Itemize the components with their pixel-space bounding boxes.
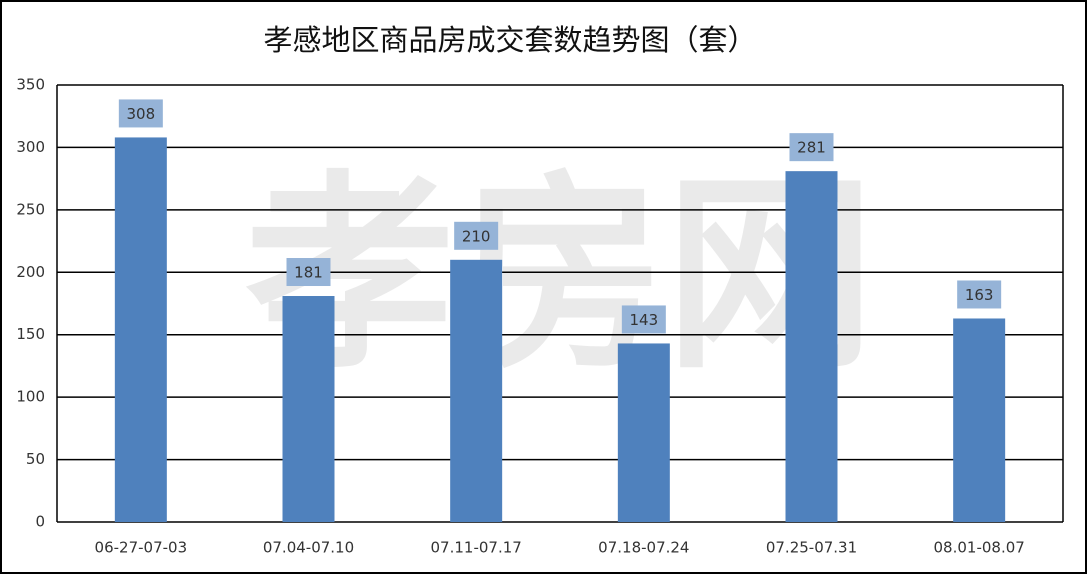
y-tick-label: 150 bbox=[16, 325, 45, 343]
x-tick-label: 06-27-07-03 bbox=[95, 539, 188, 557]
x-tick-label: 07.04-07.10 bbox=[263, 539, 354, 557]
x-tick-label: 07.25-07.31 bbox=[766, 539, 857, 557]
value-label: 181 bbox=[294, 264, 323, 282]
y-tick-label: 300 bbox=[16, 138, 45, 156]
y-tick-label: 0 bbox=[35, 513, 45, 531]
value-label: 143 bbox=[630, 311, 659, 329]
value-label: 163 bbox=[965, 286, 994, 304]
bar bbox=[617, 343, 670, 522]
value-label: 281 bbox=[797, 139, 826, 157]
bar bbox=[450, 259, 503, 522]
bar bbox=[282, 296, 335, 522]
y-tick-label: 50 bbox=[26, 450, 45, 468]
watermark: 孝房网 bbox=[245, 153, 875, 398]
value-label-box bbox=[118, 99, 163, 128]
bar bbox=[785, 171, 838, 522]
value-label-box bbox=[957, 280, 1002, 309]
y-tick-label: 250 bbox=[16, 200, 45, 218]
value-label: 210 bbox=[462, 227, 491, 245]
y-tick-label: 100 bbox=[16, 388, 45, 406]
value-label-box bbox=[454, 221, 499, 250]
value-label-box bbox=[789, 133, 834, 162]
chart-title: 孝感地区商品房成交套数趋势图（套） bbox=[263, 23, 756, 57]
y-tick-label: 200 bbox=[16, 263, 45, 281]
value-label-box bbox=[286, 258, 331, 287]
bar bbox=[953, 318, 1006, 522]
value-label: 308 bbox=[127, 105, 156, 123]
x-tick-label: 08.01-08.07 bbox=[934, 539, 1025, 557]
y-tick-label: 350 bbox=[16, 76, 45, 94]
bar bbox=[114, 137, 167, 522]
x-tick-label: 07.18-07.24 bbox=[598, 539, 689, 557]
value-label-box bbox=[621, 305, 666, 334]
x-tick-label: 07.11-07.17 bbox=[431, 539, 522, 557]
